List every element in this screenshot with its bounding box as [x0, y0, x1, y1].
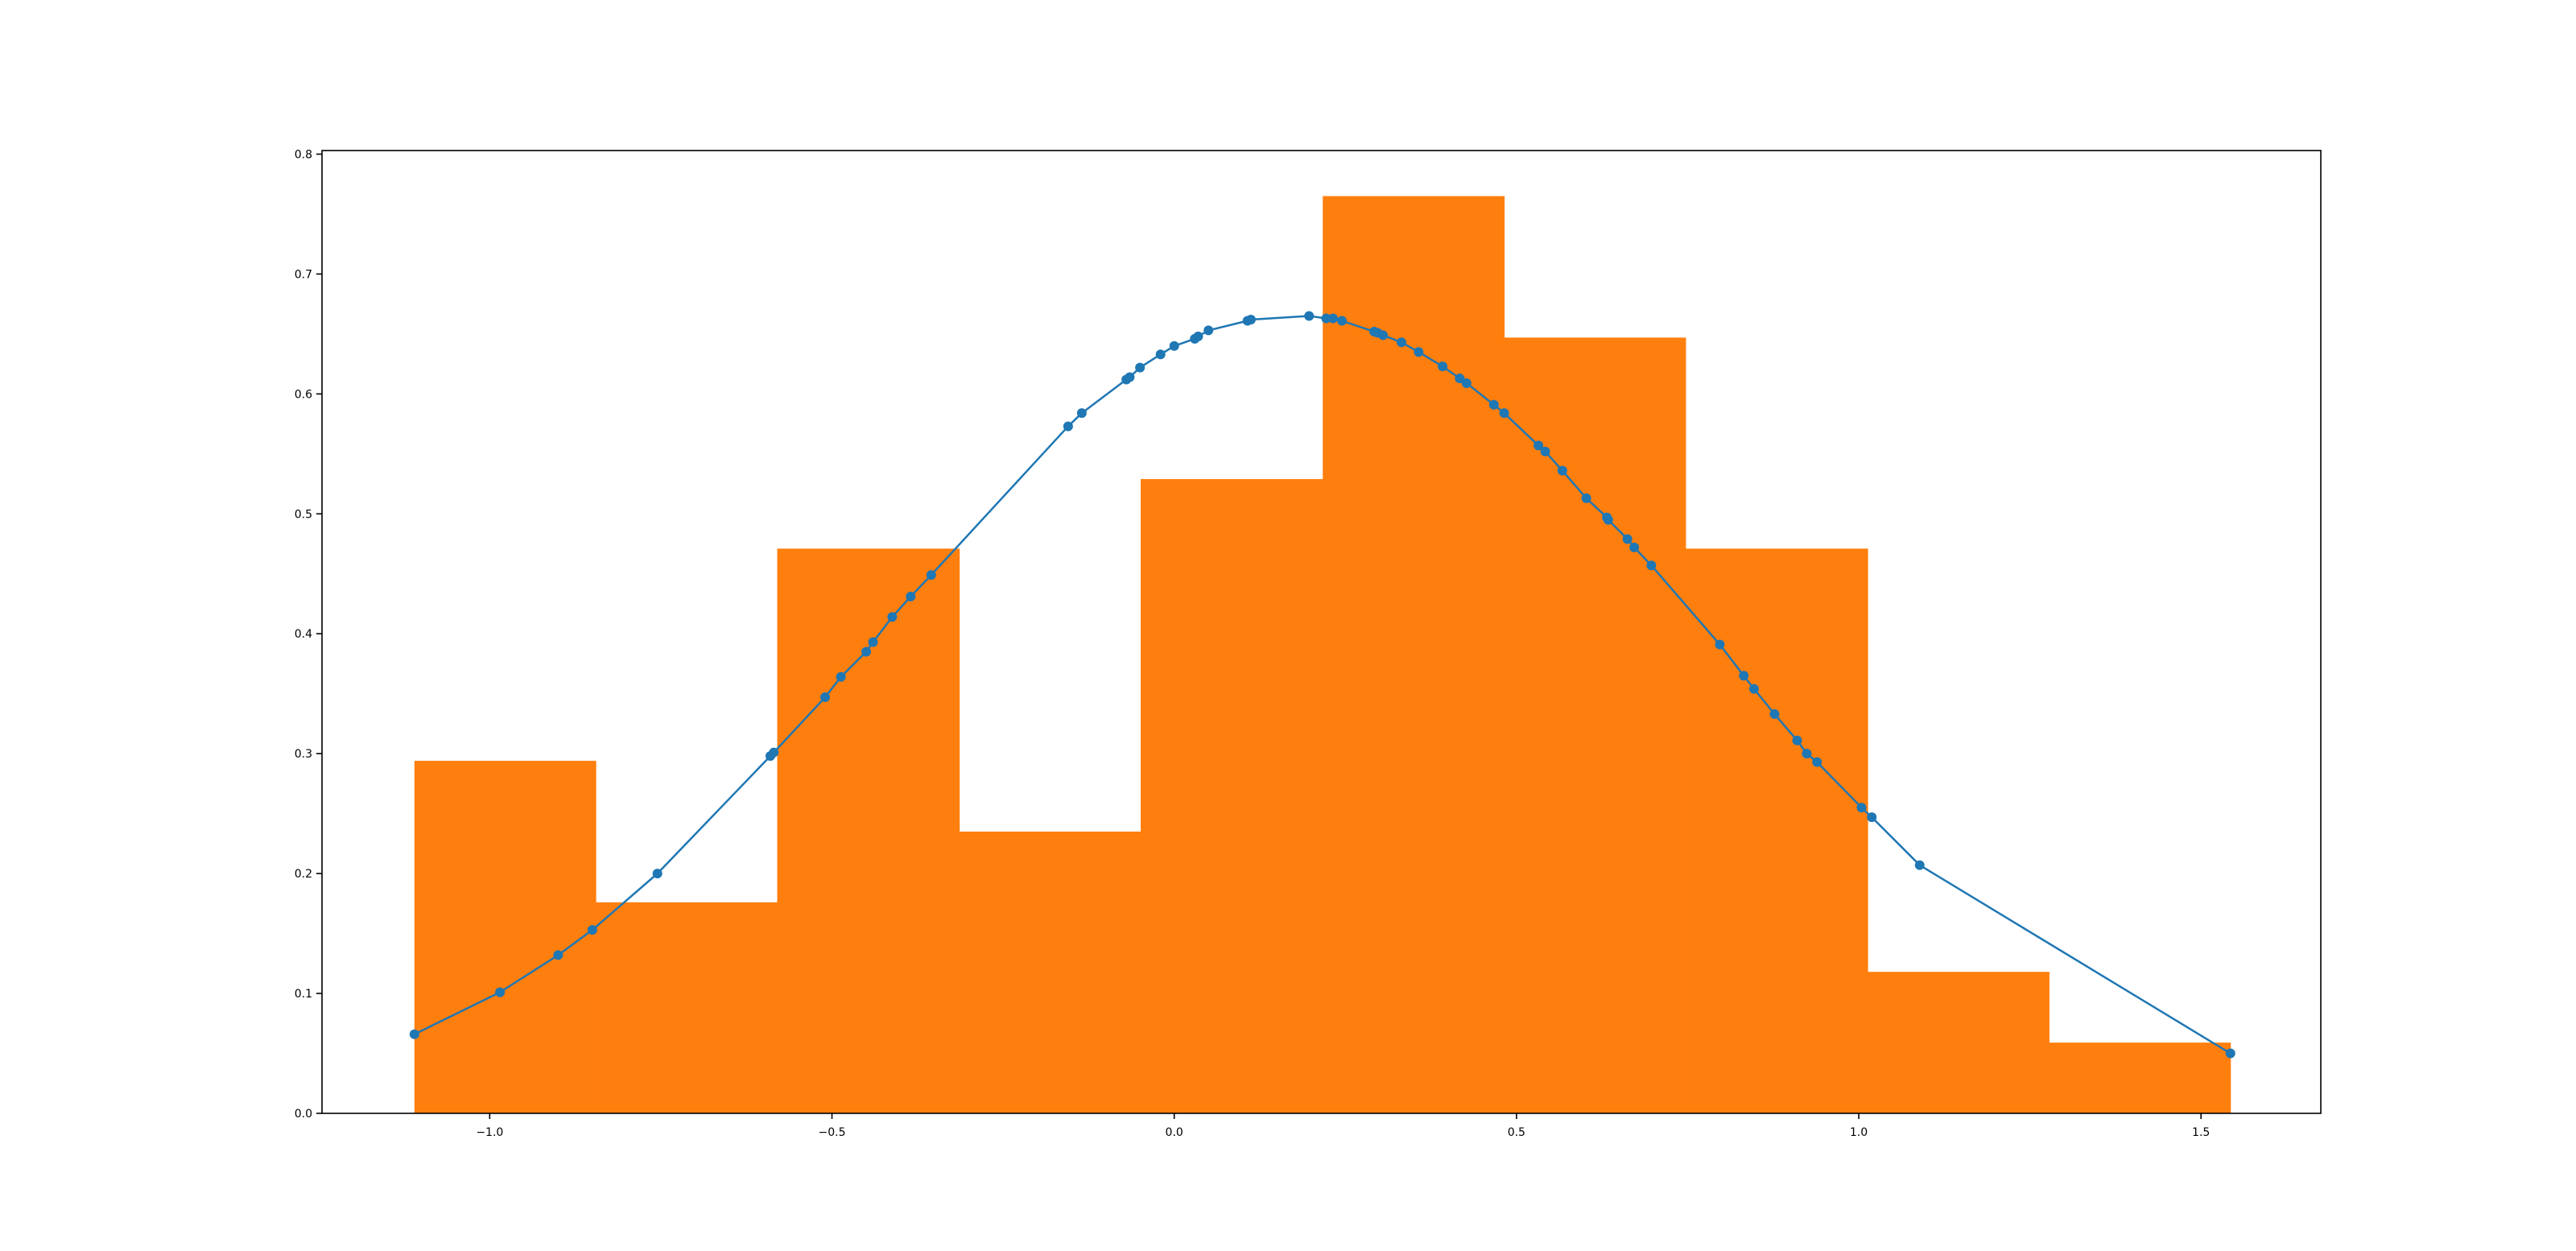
series-point [1438, 361, 1448, 372]
histogram-bar [777, 548, 960, 1113]
histogram-bar [596, 902, 778, 1113]
series-point [1193, 331, 1203, 341]
series-point [1856, 803, 1867, 813]
series-point [1622, 534, 1633, 544]
series-point [1461, 378, 1472, 388]
series-point [1125, 372, 1135, 382]
histogram-bar [1868, 972, 2050, 1113]
series-point [1739, 671, 1749, 681]
x-tick-label: −0.5 [819, 1126, 846, 1139]
y-tick-label: 0.8 [295, 148, 312, 161]
series-point [1488, 399, 1499, 410]
series-point [1378, 330, 1389, 341]
series-point [1155, 349, 1166, 360]
series-point [1540, 446, 1550, 456]
series-point [1396, 337, 1406, 348]
series-point [1245, 315, 1256, 325]
series-point [1715, 639, 1725, 650]
series-point [409, 1029, 419, 1039]
x-tick-label: 1.0 [1850, 1126, 1868, 1139]
histogram-bar [1504, 337, 1686, 1114]
series-point [1557, 465, 1567, 476]
series-point [1812, 757, 1823, 767]
y-tick-label: 0.0 [295, 1108, 312, 1121]
series-point [1076, 408, 1087, 419]
y-axis-ticks: 0.0 0.1 0.2 0.3 0.4 0.5 0.6 0.7 0.8 [295, 148, 322, 1121]
plot-frame [321, 150, 2322, 1114]
series-point [1581, 493, 1591, 503]
series-point [495, 987, 506, 997]
series-point [1063, 421, 1073, 431]
series-point [1629, 543, 1640, 552]
series-point [1304, 311, 1315, 321]
series-point [906, 592, 916, 602]
y-tick-label: 0.4 [295, 628, 312, 641]
series-point [1748, 683, 1759, 694]
series-point [1534, 440, 1544, 451]
series-point [1769, 709, 1780, 720]
series-point [1414, 347, 1424, 357]
series-point [887, 612, 898, 622]
series-point [868, 637, 878, 647]
series-point [1914, 860, 1925, 870]
x-axis-ticks: −1.0 −0.5 0.0 0.5 1.0 1.5 [476, 1113, 2210, 1139]
histogram-bar [1141, 479, 1323, 1113]
histogram-bar [2049, 1042, 2231, 1113]
line-series [409, 311, 2235, 1059]
series-point [1203, 325, 1214, 336]
series-point [1321, 313, 1331, 324]
histogram-bar [959, 831, 1141, 1113]
y-tick-label: 0.6 [295, 388, 312, 401]
series-point [652, 869, 663, 879]
y-tick-label: 0.3 [295, 748, 312, 761]
histogram-bar [1323, 196, 1505, 1114]
series-point [861, 646, 872, 657]
series-point [2225, 1048, 2235, 1059]
y-tick-label: 0.2 [295, 868, 312, 881]
series-point [1169, 341, 1179, 351]
series-point [769, 747, 779, 758]
series-point [1603, 514, 1613, 525]
x-tick-label: −1.0 [476, 1126, 503, 1139]
x-tick-label: 0.5 [1508, 1126, 1525, 1139]
series-point [553, 950, 564, 960]
series-point [836, 671, 846, 682]
y-tick-label: 0.7 [295, 268, 312, 281]
x-tick-label: 0.0 [1166, 1126, 1183, 1139]
series-point [587, 925, 597, 935]
series-point [820, 692, 830, 703]
y-tick-label: 0.1 [295, 988, 312, 1001]
series-point [1499, 408, 1509, 419]
series-point [1327, 313, 1338, 324]
x-tick-label: 1.5 [2192, 1126, 2210, 1139]
series-point [1802, 749, 1812, 759]
series-point [1337, 316, 1348, 326]
series-point [926, 570, 936, 580]
axes [321, 150, 2322, 1114]
series-point [1135, 362, 1146, 373]
series-point [1455, 373, 1465, 383]
histogram-bar [1685, 548, 1868, 1113]
histogram-bar [414, 761, 597, 1113]
series-point [1792, 735, 1802, 745]
series-point [1867, 812, 1877, 823]
series-point [1646, 560, 1657, 571]
y-tick-label: 0.5 [295, 508, 312, 521]
